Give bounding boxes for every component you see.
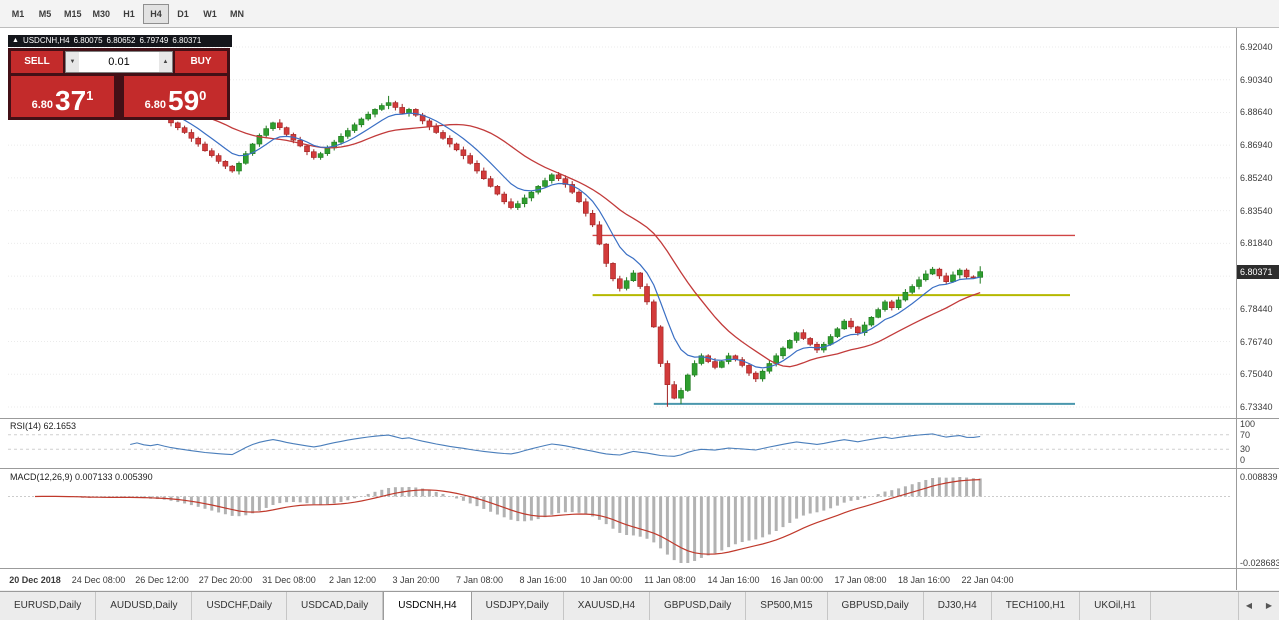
timeframe-button-w1[interactable]: W1: [203, 8, 217, 19]
rsi-label: RSI(14) 62.1653: [10, 421, 77, 431]
macd-min-label: -0.028683: [1240, 558, 1279, 568]
price-chart-canvas[interactable]: 20 Dec 2018 24 Dec 08:00 26 Dec 12:00 27 De…: [0, 28, 1236, 590]
volume-decrease-icon[interactable]: ▼: [66, 52, 79, 72]
ohlc-close: 6.80371: [172, 36, 202, 45]
buy-button[interactable]: BUY: [175, 51, 227, 73]
time-axis-label: 16 Jan 00:00: [771, 575, 823, 585]
chart-ohlc-bar: ▲ USDCNH,H4 6.80075 6.80652 6.79749 6.80…: [8, 35, 232, 47]
volume-input[interactable]: 0.01: [108, 56, 130, 68]
time-axis-label: 14 Jan 16:00: [707, 575, 759, 585]
macd-max-label: 0.008839: [1240, 472, 1278, 482]
macd-signal-line: [34, 479, 981, 555]
time-axis-label: 3 Jan 20:00: [392, 575, 439, 585]
price-tick-label: 6.83540: [1240, 205, 1273, 216]
rsi-scale-label: 100: [1240, 419, 1256, 429]
tab-scroll-controls: ◀ ▶: [1238, 592, 1279, 620]
one-click-trading-panel: SELL ▼ 0.01 ▲ BUY 6.80 37 1 6.80 59 0: [8, 48, 230, 120]
time-axis-label: 26 Dec 12:00: [135, 575, 189, 585]
price-scale: 6.80371 6.92040 6.90340 6.88640 6.86940 6.85…: [1236, 28, 1279, 590]
timeframe-button-m5[interactable]: M5: [38, 8, 52, 19]
tab-scroll-left-icon[interactable]: ◀: [1245, 601, 1253, 610]
ma-slow-line: [164, 106, 981, 368]
tab-scroll-right-icon[interactable]: ▶: [1265, 601, 1273, 610]
sell-price-prefix: 6.80: [31, 99, 54, 111]
buy-price-sup: 0: [199, 88, 207, 103]
volume-control: ▼ 0.01 ▲: [65, 51, 173, 73]
tab-usdcad-daily[interactable]: USDCAD,Daily: [287, 592, 384, 620]
sell-price-sup: 1: [86, 88, 94, 103]
chart-symbol-period: USDCNH,H4: [22, 36, 70, 45]
time-axis-label: 22 Jan 04:00: [961, 575, 1013, 585]
timeframe-button-h1[interactable]: H1: [123, 8, 135, 19]
price-tick-label: 6.81840: [1240, 238, 1273, 249]
macd-label: MACD(12,26,9) 0.007133 0.005390: [10, 472, 153, 482]
chart-icon: ▲: [12, 37, 19, 44]
price-tick-label: 6.76740: [1240, 336, 1273, 347]
time-axis-label: 11 Jan 08:00: [644, 575, 695, 585]
time-axis-label: 8 Jan 16:00: [519, 575, 566, 585]
timeframe-button-mn[interactable]: MN: [230, 8, 245, 19]
tab-usdcnh-h4[interactable]: USDCNH,H4: [383, 592, 472, 620]
chart-window: 20 Dec 2018 24 Dec 08:00 26 Dec 12:00 27 De…: [0, 28, 1279, 590]
time-axis-label: 20 Dec 2018: [9, 575, 61, 585]
time-axis-label: 7 Jan 08:00: [456, 575, 503, 585]
time-axis-label: 24 Dec 08:00: [72, 575, 126, 585]
tab-xauusd-h4[interactable]: XAUUSD,H4: [564, 592, 651, 620]
tab-audusd-daily[interactable]: AUDUSD,Daily: [96, 592, 193, 620]
sell-price-big: 37: [55, 85, 87, 116]
tab-gbpusd-daily[interactable]: GBPUSD,Daily: [828, 592, 924, 620]
time-axis-label: 31 Dec 08:00: [262, 575, 316, 585]
rsi-line: [130, 433, 981, 457]
price-tick-label: 6.85240: [1240, 172, 1273, 183]
rsi-scale-label: 30: [1240, 444, 1251, 455]
volume-increase-icon[interactable]: ▲: [159, 52, 172, 72]
tab-usdjpy-daily[interactable]: USDJPY,Daily: [472, 592, 564, 620]
tab-usdchf-daily[interactable]: USDCHF,Daily: [192, 592, 288, 620]
scale-separator: [1237, 568, 1279, 569]
timeframe-button-h4[interactable]: H4: [143, 3, 170, 24]
rsi-scale-label: 0: [1240, 455, 1246, 465]
timeframe-button-m15[interactable]: M15: [64, 8, 82, 19]
scale-separator: [1237, 418, 1279, 419]
tab-tech100-h1[interactable]: TECH100,H1: [992, 592, 1081, 620]
price-tick-label: 6.75040: [1240, 369, 1273, 380]
buy-price-prefix: 6.80: [144, 99, 167, 111]
tab-dj30-h4[interactable]: DJ30,H4: [924, 592, 992, 620]
ohlc-high: 6.80652: [106, 36, 136, 45]
time-axis-label: 18 Jan 16:00: [898, 575, 950, 585]
current-price-tag: 6.80371: [1237, 265, 1279, 279]
rsi-scale-label: 70: [1240, 429, 1251, 440]
price-tick-label: 6.88640: [1240, 107, 1273, 118]
time-axis-label: 10 Jan 00:00: [580, 575, 632, 585]
chart-tabs-bar: EURUSD,Daily AUDUSD,Daily USDCHF,Daily USDC…: [0, 591, 1279, 620]
price-tick-label: 6.90340: [1240, 74, 1273, 85]
time-axis-label: 27 Dec 20:00: [199, 575, 253, 585]
buy-quote-button[interactable]: 6.80 59 0: [124, 76, 227, 117]
trade-panel-controls: SELL ▼ 0.01 ▲ BUY: [11, 51, 227, 73]
price-tick-label: 6.78440: [1240, 303, 1273, 314]
timeframe-toolbar: M1 M5 M15 M30 H1 H4 D1 W1 MN: [0, 0, 1279, 28]
tab-sp500-m15[interactable]: SP500,M15: [746, 592, 828, 620]
tab-eurusd-daily[interactable]: EURUSD,Daily: [0, 592, 97, 620]
sell-quote-button[interactable]: 6.80 37 1: [11, 76, 114, 117]
timeframe-button-m30[interactable]: M30: [92, 8, 111, 19]
scale-separator: [1237, 468, 1279, 469]
timeframe-button-m1[interactable]: M1: [11, 8, 25, 19]
price-tick-label: 6.86940: [1240, 140, 1273, 151]
tab-ukoil-h1[interactable]: UKOil,H1: [1080, 592, 1151, 620]
tab-gbpusd-daily[interactable]: GBPUSD,Daily: [650, 592, 747, 620]
ohlc-open: 6.80075: [73, 36, 103, 45]
chart-tabs: EURUSD,Daily AUDUSD,Daily USDCHF,Daily USDC…: [0, 592, 1151, 620]
ma-fast-line: [34, 101, 981, 369]
ohlc-low: 6.79749: [139, 36, 169, 45]
price-tick-label: 6.73340: [1240, 401, 1273, 412]
price-tick-label: 6.92040: [1240, 42, 1273, 52]
timeframe-button-d1[interactable]: D1: [177, 8, 189, 19]
time-axis-label: 17 Jan 08:00: [834, 575, 886, 585]
trade-panel-quotes: 6.80 37 1 6.80 59 0: [11, 76, 227, 117]
time-axis-label: 2 Jan 12:00: [329, 575, 376, 585]
buy-price-big: 59: [168, 85, 200, 116]
sell-button[interactable]: SELL: [11, 51, 63, 73]
